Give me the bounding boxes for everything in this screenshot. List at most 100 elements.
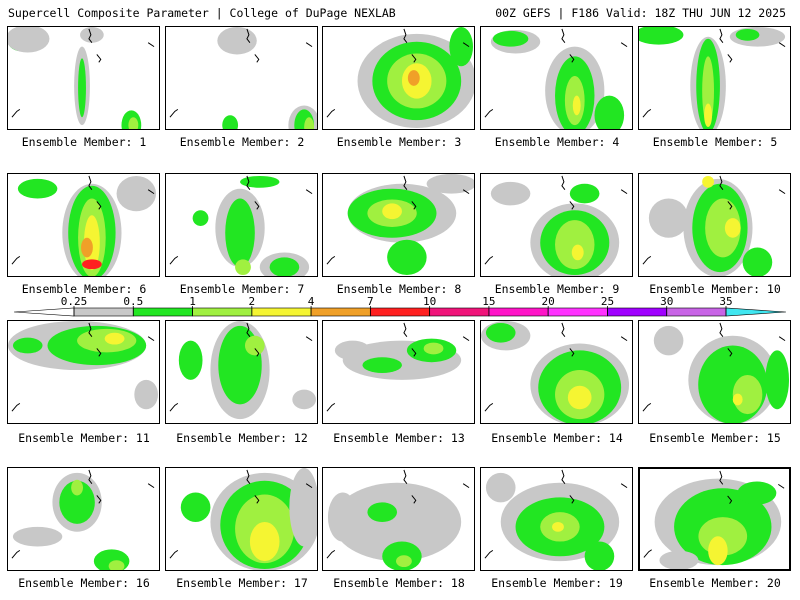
scp-contour-orange	[407, 70, 420, 86]
ensemble-member-map[interactable]	[480, 467, 633, 571]
scp-field-map	[169, 175, 313, 276]
coastline-outline	[326, 175, 470, 265]
colorbar-bin	[488, 307, 549, 317]
coastline-outline	[484, 28, 628, 118]
scp-contour-gray	[116, 175, 157, 212]
colorbar-tick-label: 30	[660, 295, 673, 308]
ensemble-member-label: Ensemble Member: 19	[491, 576, 623, 590]
run-valid-time: 00Z GEFS | F186 Valid: 18Z THU JUN 12 20…	[495, 6, 786, 20]
scp-contour-green	[584, 541, 615, 570]
scp-field-map	[484, 175, 628, 276]
ensemble-member-map[interactable]	[322, 173, 475, 277]
scp-field-map	[326, 174, 474, 276]
scp-contour-yellow	[732, 393, 743, 406]
scp-contour-green	[367, 502, 398, 522]
scp-contour-yellow	[249, 521, 280, 562]
colorbar-bin	[73, 307, 134, 317]
ensemble-member-map[interactable]	[480, 26, 633, 130]
ensemble-member-map[interactable]	[638, 26, 791, 130]
ensemble-member-map[interactable]	[480, 320, 633, 424]
ensemble-member-map[interactable]	[165, 26, 318, 130]
scp-contour-green	[12, 337, 43, 354]
header: Supercell Composite Parameter | College …	[0, 0, 800, 24]
ensemble-member-label: Ensemble Member: 20	[649, 576, 781, 590]
scp-contour-gray	[490, 181, 531, 206]
ensemble-member-label: Ensemble Member: 6	[21, 282, 147, 296]
ensemble-member-map[interactable]	[165, 173, 318, 277]
scp-contour-yellow	[571, 244, 584, 261]
scp-contour-lime	[396, 555, 412, 568]
ensemble-member-label: Ensemble Member: 13	[333, 431, 465, 445]
ensemble-member-label: Ensemble Member: 4	[494, 135, 620, 149]
scp-contour-green	[269, 257, 300, 276]
scp-field-map	[643, 470, 785, 569]
scp-contour-green	[192, 210, 209, 226]
coastline-outline	[11, 469, 155, 559]
scp-field-map	[8, 321, 159, 412]
scp-contour-green	[765, 350, 790, 410]
scp-contour-green	[225, 198, 255, 268]
scp-contour-lime	[71, 479, 84, 496]
coastline-outline	[642, 28, 786, 118]
scp-field-map	[11, 175, 157, 276]
scp-field-map	[169, 468, 317, 570]
colorbar-bin	[547, 307, 608, 317]
colorbar-tick-label: 4	[308, 295, 315, 308]
colorbar-tick-label: 7	[367, 295, 374, 308]
scp-contour-yellow	[724, 218, 741, 238]
scp-contour-yellow	[704, 103, 713, 128]
colorbar-below-triangle	[13, 307, 75, 317]
coastline-outline	[326, 322, 470, 412]
ensemble-member-label: Ensemble Member: 2	[179, 135, 305, 149]
scp-contour-yellow	[572, 95, 581, 116]
ensemble-member-map[interactable]	[165, 467, 318, 571]
ensemble-member-map[interactable]	[7, 173, 160, 277]
ensemble-member-label: Ensemble Member: 17	[176, 576, 308, 590]
ensemble-member-map[interactable]	[480, 173, 633, 277]
colorbar: 0.25 0.5 1 2 4 7 10 15 20 25 30 35	[13, 295, 787, 319]
coastline-outline	[484, 469, 628, 559]
ensemble-member-map[interactable]	[322, 26, 475, 130]
scp-contour-gray	[80, 27, 104, 43]
ensemble-member-label: Ensemble Member: 16	[18, 576, 150, 590]
scp-contour-green	[59, 480, 95, 524]
colorbar-bin	[666, 307, 727, 317]
ensemble-member-map[interactable]	[638, 320, 791, 424]
ensemble-member-map[interactable]	[7, 26, 160, 130]
coastline-outline	[11, 175, 155, 265]
ensemble-member-map[interactable]	[638, 173, 791, 277]
scp-contour-gray	[485, 472, 516, 503]
coastline-outline	[484, 175, 628, 265]
ensemble-member-map[interactable]	[638, 467, 791, 571]
scp-contour-green	[240, 175, 280, 188]
ensemble-member-label: Ensemble Member: 14	[491, 431, 623, 445]
ensemble-member-map[interactable]	[322, 467, 475, 571]
scp-contour-green	[492, 30, 529, 47]
ensemble-member-label: Ensemble Member: 18	[333, 576, 465, 590]
ensemble-member-map[interactable]	[7, 320, 160, 424]
colorbar-tick-label: 0.25	[61, 295, 88, 308]
scp-contour-gray	[217, 27, 257, 55]
coastline-outline	[169, 175, 313, 265]
scp-contour-green	[449, 27, 474, 67]
ensemble-member-map[interactable]	[165, 320, 318, 424]
scp-contour-gray	[426, 174, 474, 194]
scp-field-map	[169, 27, 317, 129]
scp-contour-yellow	[382, 203, 402, 220]
coastline-outline	[169, 28, 313, 118]
ensemble-member-label: Ensemble Member: 15	[649, 431, 781, 445]
scp-contour-lime	[108, 560, 125, 570]
scp-contour-gray	[134, 379, 159, 410]
coastline-outline	[326, 469, 470, 559]
ensemble-member-map[interactable]	[7, 467, 160, 571]
coastline-outline	[642, 175, 786, 265]
ensemble-member-map[interactable]	[322, 320, 475, 424]
scp-contour-gray	[648, 198, 689, 238]
colorbar-bin	[310, 307, 371, 317]
colorbar-tick-label: 20	[542, 295, 555, 308]
scp-contour-green	[742, 247, 773, 276]
scp-field-map	[642, 175, 786, 276]
scp-contour-lime	[555, 220, 595, 270]
scp-contour-gray	[8, 27, 50, 53]
colorbar-tick-label: 0.5	[123, 295, 143, 308]
